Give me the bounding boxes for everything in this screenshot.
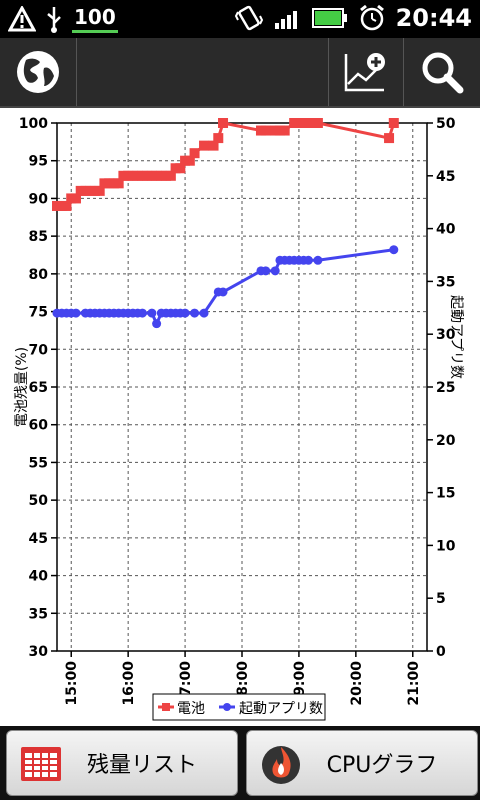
data-point-apps [180,308,190,318]
y2-tick-label: 0 [436,644,446,660]
data-point-battery [199,140,210,151]
warning-icon [8,5,36,31]
data-point-apps [152,319,162,329]
alarm-icon [359,4,384,31]
y-tick-label: 70 [29,342,49,358]
usb-icon [47,6,61,33]
clock-time: 20:44 [395,4,472,32]
battery-icon [311,8,347,28]
y2-tick-label: 35 [436,274,455,290]
globe-button[interactable] [0,38,76,106]
y-tick-label: 100 [19,116,48,132]
plot-frame [56,122,428,652]
legend-marker-apps [223,703,231,711]
y2-tick-label: 30 [436,327,456,343]
remaining-list-button[interactable]: 残量リスト [6,730,238,796]
add-chart-icon [344,53,385,92]
data-point-apps [190,308,200,318]
y2-tick-label: 50 [436,116,456,132]
signal-icon [274,11,297,29]
data-point-battery [293,118,304,128]
action-bar [0,38,480,108]
data-point-battery [70,193,81,204]
globe-icon [17,51,59,93]
search-button[interactable] [404,38,480,106]
x-tick-label: 16:00 [121,661,137,706]
data-point-battery [384,133,395,144]
data-point-battery [94,185,105,196]
y-tick-label: 55 [29,455,48,471]
flame-icon [262,746,300,784]
y-tick-label: 60 [29,418,49,434]
data-point-apps [137,308,147,318]
data-point-battery [312,118,323,128]
data-point-battery [303,118,314,128]
legend-marker-battery [162,703,170,711]
legend-label-apps: 起動アプリ数 [239,701,323,717]
legend-label-battery: 電池 [177,701,205,717]
list-table-icon [21,747,61,781]
data-point-battery [388,118,399,128]
battery-chart: 30 35 40 45 50 55 60 65 70 75 80 85 90 95 100 0 5 10 15 20 2… [0,108,480,726]
data-point-battery [175,163,186,174]
data-point-apps [199,308,209,318]
y-tick-label: 90 [29,191,49,207]
x-tick-label: 21:00 [406,661,422,706]
cpu-graph-label: CPUグラフ [326,753,438,778]
data-point-apps [313,255,323,265]
series-line-0 [57,121,396,208]
data-point-battery [279,125,290,136]
data-point-battery [213,133,224,144]
y2-tick-label: 10 [436,538,456,554]
data-point-battery [184,155,195,166]
data-point-apps [261,266,271,276]
data-point-battery [218,118,229,128]
y-tick-label: 45 [29,531,48,547]
y-tick-label: 95 [29,154,48,170]
y2-axis-label: 起動アプリ数 [448,295,464,379]
data-point-apps [218,287,228,297]
y-axis-label: 電池残量(%) [14,347,30,427]
y-tick-label: 50 [29,493,49,509]
notification-badge: 100 [72,4,118,33]
add-chart-button[interactable] [329,38,403,106]
y-tick-label: 40 [29,569,49,585]
data-point-apps [71,308,81,318]
search-icon [422,52,464,94]
y-tick-label: 80 [29,267,49,283]
y2-tick-label: 5 [436,591,446,607]
data-point-battery [260,125,271,136]
y2-tick-label: 20 [436,433,456,449]
data-point-apps [147,308,157,318]
status-bar: 100 20:44 [0,0,480,38]
data-point-battery [165,170,176,181]
y2-tick-label: 25 [436,380,455,396]
y-tick-label: 30 [29,644,49,660]
chart-svg: 30 35 40 45 50 55 60 65 70 75 80 85 90 95 100 0 5 10 15 20 2… [14,116,464,721]
x-tick-label: 20:00 [349,661,365,706]
data-point-apps [389,245,399,255]
cpu-graph-button[interactable]: CPUグラフ [246,730,478,796]
y-tick-label: 85 [29,229,48,245]
data-point-apps [303,255,313,265]
y-tick-label: 35 [29,606,48,622]
data-point-battery [189,148,200,159]
remaining-list-label: 残量リスト [86,753,197,778]
y2-tick-label: 45 [436,169,455,185]
y-tick-label: 75 [29,305,48,321]
legend-box [152,693,326,721]
data-point-apps [270,266,280,276]
bottom-bar: 残量リスト CPUグラフ [0,726,480,800]
data-point-battery [113,178,124,189]
y-tick-label: 65 [29,380,48,396]
y2-tick-label: 15 [436,486,455,502]
y2-tick-label: 40 [436,222,456,238]
x-tick-label: 15:00 [64,661,80,706]
vibrate-icon [234,5,263,31]
data-point-battery [208,140,219,151]
data-point-battery [61,200,72,211]
